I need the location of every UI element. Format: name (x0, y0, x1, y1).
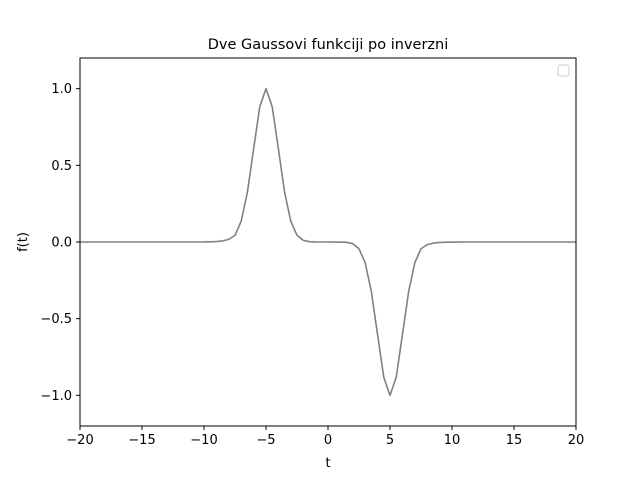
y-tick-label: 0.0 (51, 236, 72, 251)
x-tick-label: 20 (568, 433, 585, 448)
series-line (80, 87, 576, 397)
x-tick-label: 15 (506, 433, 523, 448)
x-tick-label: −15 (128, 433, 155, 448)
chart-title: Dve Gaussovi funkciji po inverzni (208, 37, 449, 53)
y-axis: −1.0 −0.5 0.0 0.5 1.0 (40, 82, 80, 404)
y-axis-label: f(t) (16, 232, 31, 252)
y-tick-label: −0.5 (40, 312, 72, 327)
legend-box (557, 64, 570, 77)
y-tick-label: −1.0 (40, 389, 72, 404)
x-tick-label: 0 (324, 433, 332, 448)
y-tick-label: 1.0 (51, 82, 72, 97)
plot-area (79, 57, 577, 427)
y-tick-label: 0.5 (51, 159, 72, 174)
x-axis-label: t (325, 456, 330, 471)
x-tick-label: −20 (66, 433, 93, 448)
x-tick-label: 10 (444, 433, 461, 448)
x-axis: −20 −15 −10 −5 0 5 10 15 20 (66, 426, 584, 448)
x-tick-label: −10 (190, 433, 217, 448)
x-tick-label: −5 (256, 433, 275, 448)
x-tick-label: 5 (386, 433, 394, 448)
